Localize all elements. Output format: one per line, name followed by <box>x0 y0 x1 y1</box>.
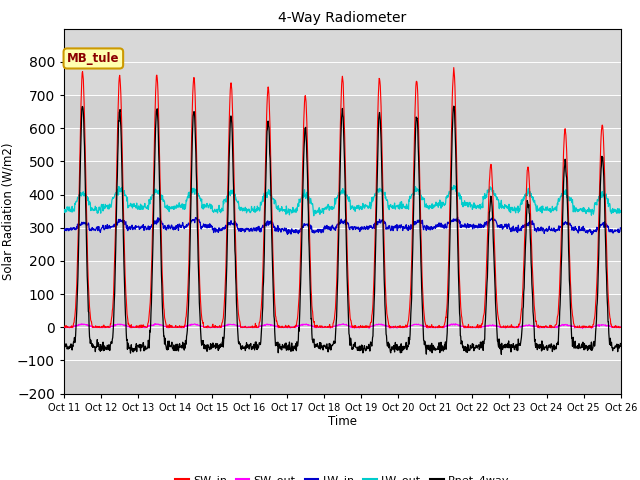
Bar <box>64 228 621 261</box>
Text: MB_tule: MB_tule <box>67 52 120 65</box>
Bar <box>64 360 621 394</box>
Bar <box>64 294 621 327</box>
Y-axis label: Solar Radiation (W/m2): Solar Radiation (W/m2) <box>1 143 14 280</box>
Bar <box>64 161 621 194</box>
Legend: SW_in, SW_out, LW_in, LW_out, Rnet_4way: SW_in, SW_out, LW_in, LW_out, Rnet_4way <box>171 470 514 480</box>
Title: 4-Way Radiometer: 4-Way Radiometer <box>278 11 406 25</box>
Bar <box>64 95 621 128</box>
X-axis label: Time: Time <box>328 415 357 429</box>
